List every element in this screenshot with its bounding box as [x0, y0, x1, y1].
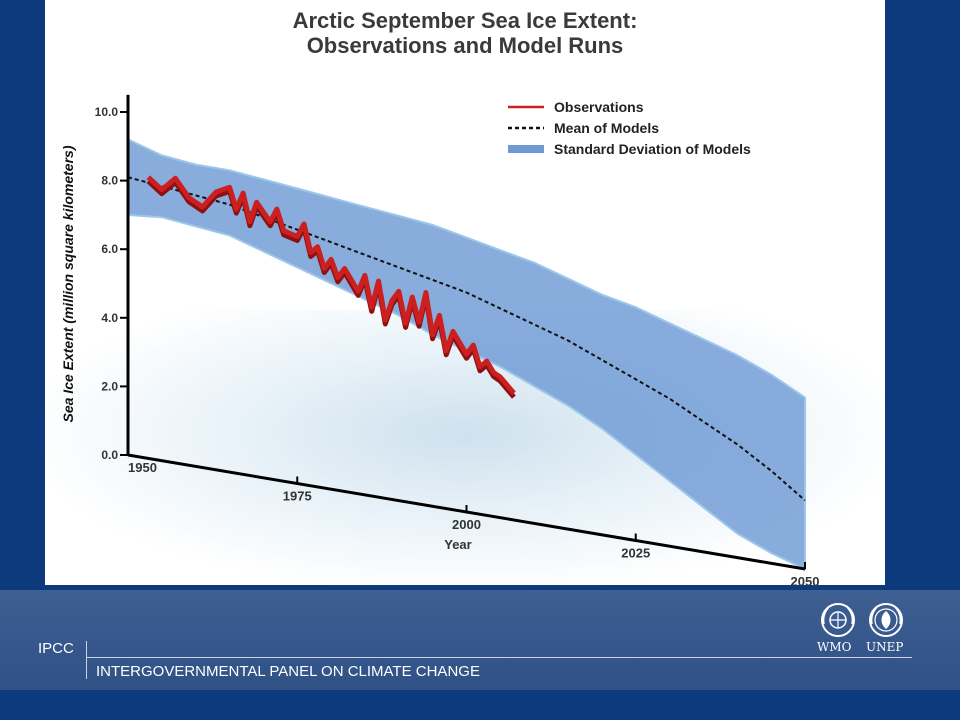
legend-label: Standard Deviation of Models — [554, 141, 751, 157]
footer-bar — [0, 590, 960, 690]
y-tick-label: 2.0 — [101, 379, 118, 393]
footer-horizontal-divider — [86, 657, 912, 658]
y-tick-label: 0.0 — [101, 448, 118, 462]
x-tick-label: 1975 — [283, 489, 312, 504]
mean-models-line — [127, 176, 806, 502]
unep-label: UNEP — [866, 640, 904, 654]
slide-panel: Arctic September Sea Ice Extent: Observa… — [45, 0, 885, 585]
y-axis-label: Sea Ice Extent (million square kilometer… — [60, 145, 76, 422]
wmo-emblem-icon — [821, 603, 855, 637]
x-axis-label: Year — [444, 537, 471, 552]
observations-line — [146, 175, 516, 395]
y-tick-label: 4.0 — [101, 311, 118, 325]
x-tick-label: 1950 — [128, 460, 157, 475]
wmo-label: WMO — [817, 640, 852, 654]
x-tick-label: 2050 — [791, 574, 820, 585]
y-tick-label: 8.0 — [101, 174, 118, 188]
legend-label: Mean of Models — [554, 120, 659, 136]
footer-bottom-strip — [0, 690, 960, 720]
footer-vertical-divider — [86, 641, 87, 679]
chart-title-line1: Arctic September Sea Ice Extent: — [292, 8, 638, 33]
organization-name: INTERGOVERNMENTAL PANEL ON CLIMATE CHANG… — [96, 663, 480, 680]
sea-ice-chart: 0.0 2.0 4.0 6.0 8.0 10.0 1950 1975 2000 2025 2050 Y… — [60, 94, 820, 585]
legend-stddev-swatch — [508, 145, 544, 153]
unep-emblem-icon — [869, 603, 903, 637]
legend-label: Observations — [554, 99, 644, 115]
y-tick-label: 6.0 — [101, 242, 118, 256]
x-tick-label: 2025 — [621, 546, 650, 561]
chart-title-line2: Observations and Model Runs — [306, 33, 624, 58]
x-tick-label: 2000 — [452, 517, 481, 532]
ipcc-label: IPCC — [38, 640, 74, 657]
y-tick-label: 10.0 — [95, 105, 119, 119]
